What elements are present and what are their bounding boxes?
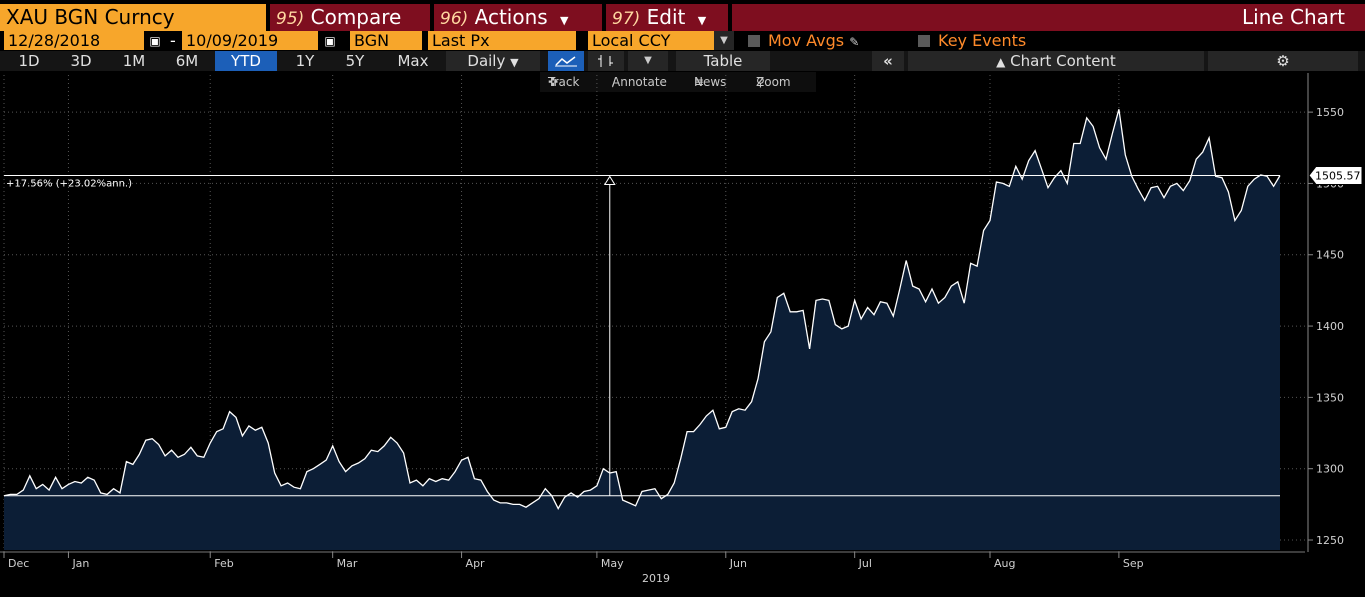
mov-avgs-label: Mov Avgs	[768, 31, 845, 50]
x-tick-label: May	[601, 557, 624, 570]
chart-subtoolbar: ✜ Track ∕ Annotate ≡ News ⚲ Zoom	[540, 72, 816, 92]
key-events-toggle[interactable]: Key Events	[918, 31, 1078, 50]
news-label: News	[694, 75, 727, 89]
change-label: +17.56% (+23.02%ann.)	[6, 178, 132, 189]
source-field[interactable]: BGN	[350, 31, 422, 50]
chart-type-dropdown-icon[interactable]: ▼	[628, 51, 668, 71]
y-tick-label: 1350	[1316, 391, 1344, 404]
x-tick-label: Dec	[8, 557, 29, 570]
period-6m-button[interactable]: 6M	[175, 52, 199, 70]
chart-content-label: Chart Content	[1010, 52, 1116, 70]
period-1m-button[interactable]: 1M	[122, 52, 146, 70]
x-tick-label: Sep	[1123, 557, 1144, 570]
start-calendar-icon[interactable]: ▣	[149, 34, 161, 48]
period-ytd-button[interactable]: YTD	[215, 51, 277, 71]
compare-label: Compare	[310, 5, 402, 29]
year-label: 2019	[642, 572, 670, 585]
line-chart-icon[interactable]	[548, 51, 584, 71]
y-tick-label: 1250	[1316, 534, 1344, 547]
field-selector[interactable]: Last Px	[428, 31, 576, 50]
x-tick-label: Jan	[71, 557, 89, 570]
y-tick-label: 1500	[1316, 177, 1344, 190]
edit-button[interactable]: 97) Edit ▼	[606, 4, 728, 31]
y-tick-label: 1400	[1316, 320, 1344, 333]
price-line	[3, 109, 1281, 510]
edit-caret-icon: ▼	[697, 14, 707, 27]
x-tick-label: Feb	[214, 557, 233, 570]
title-bar: XAU BGN Curncy 95) Compare 96) Actions ▼…	[0, 0, 1365, 31]
pencil-line-icon: ∕	[612, 75, 617, 89]
crosshair-icon: ✜	[548, 75, 559, 89]
y-tick-label: 1300	[1316, 463, 1344, 476]
view-title: Line Chart	[732, 4, 1365, 31]
last-price-value: 1505.57	[1315, 169, 1361, 182]
currency-selector[interactable]: Local CCY	[588, 31, 714, 50]
table-button[interactable]: Table	[676, 51, 770, 71]
end-calendar-icon[interactable]: ▣	[324, 34, 336, 48]
x-tick-label: Jun	[729, 557, 747, 570]
price-area	[4, 109, 1280, 551]
edit-label: Edit	[646, 5, 686, 29]
last-price-badge: 1505.57	[1308, 165, 1363, 185]
key-events-label: Key Events	[938, 31, 1027, 50]
x-tick-label: Mar	[337, 557, 358, 570]
start-date-field[interactable]: 12/28/2018	[4, 31, 144, 50]
news-icon: ≡	[694, 75, 705, 89]
x-tick-label: Aug	[994, 557, 1015, 570]
change-arrow-head	[603, 175, 616, 185]
date-separator: -	[170, 31, 176, 50]
end-date-field[interactable]: 10/09/2019	[182, 31, 318, 50]
settings-bar: 12/28/2018 ▣ - 10/09/2019 ▣ BGN Last Px …	[0, 31, 1365, 51]
y-tick-label: 1550	[1316, 106, 1344, 119]
mov-avgs-checkbox[interactable]	[748, 35, 760, 47]
magnifier-icon: ⚲	[756, 75, 765, 89]
zoom-label: Zoom	[756, 75, 791, 89]
edit-number: 97)	[612, 9, 641, 29]
period-3d-button[interactable]: 3D	[70, 52, 92, 70]
frequency-label: Daily	[467, 52, 506, 70]
frequency-caret-icon: ▼	[510, 56, 519, 69]
x-axis: Dec Jan Feb Mar Apr May Jun Jul Aug Sep	[0, 551, 1305, 570]
period-max-button[interactable]: Max	[397, 52, 429, 70]
settings-gear-icon[interactable]: ⚙	[1208, 51, 1358, 71]
x-tick-label: Jul	[858, 557, 872, 570]
actions-button[interactable]: 96) Actions ▼	[434, 4, 602, 31]
gridlines	[3, 75, 1305, 552]
ohlc-glyph	[598, 55, 613, 67]
security-field[interactable]: XAU BGN Curncy	[0, 4, 266, 31]
chart-content-button[interactable]: ▲ Chart Content	[908, 51, 1204, 71]
y-axis: 1250 1300 1350 1400 1450 1500 1550	[1307, 73, 1344, 552]
mov-avgs-toggle[interactable]: Mov Avgs ✎	[748, 31, 908, 50]
currency-dropdown-icon[interactable]: ▼	[714, 31, 734, 50]
period-bar: 1D 3D 1M 6M YTD 1Y 5Y Max Daily ▼ ▼ Tabl…	[0, 51, 1365, 71]
period-1d-button[interactable]: 1D	[18, 52, 40, 70]
compare-button[interactable]: 95) Compare	[270, 4, 430, 31]
period-1y-button[interactable]: 1Y	[295, 52, 315, 70]
actions-caret-icon: ▼	[560, 14, 569, 27]
y-tick-label: 1450	[1316, 249, 1344, 262]
key-events-checkbox[interactable]	[918, 35, 930, 47]
actions-label: Actions	[474, 5, 548, 29]
pencil-icon[interactable]: ✎	[849, 35, 860, 49]
line-chart-glyph	[555, 56, 577, 67]
chart-content-icon: ▲	[996, 55, 1006, 69]
actions-number: 96)	[440, 9, 469, 29]
frequency-dropdown[interactable]: Daily ▼	[446, 51, 540, 71]
x-tick-label: Apr	[466, 557, 486, 570]
collapse-icon[interactable]: «	[872, 51, 904, 71]
change-marker	[603, 175, 616, 496]
last-price-badge-shape	[1308, 165, 1363, 185]
annotate-label: Annotate	[612, 75, 667, 89]
compare-number: 95)	[276, 9, 305, 29]
bar-chart-icon[interactable]	[588, 51, 624, 71]
period-5y-button[interactable]: 5Y	[345, 52, 365, 70]
track-label: Track	[548, 75, 580, 89]
